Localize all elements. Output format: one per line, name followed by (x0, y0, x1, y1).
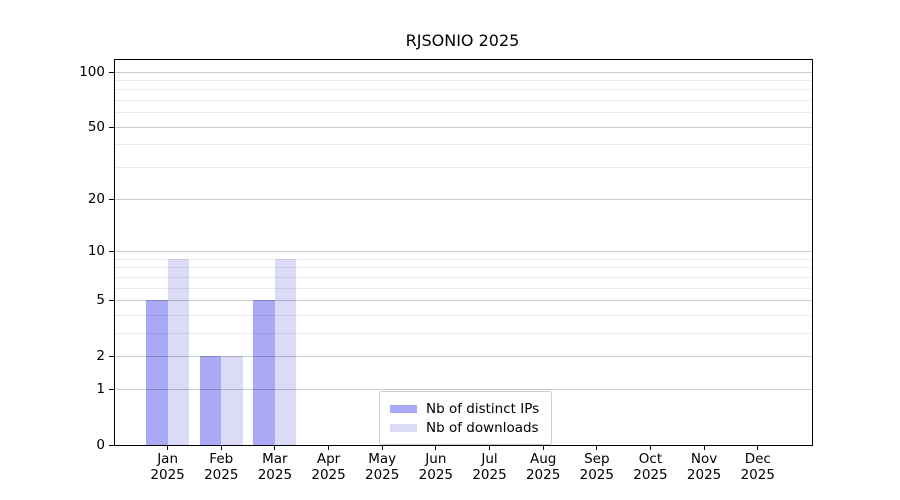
y-tick-mark-100 (109, 71, 115, 73)
x-tick-month: Jan (157, 451, 178, 467)
x-tick-month: Jul (481, 451, 498, 467)
x-tick-label-may: May 2025 (352, 451, 412, 483)
y-tick-label-5: 5 (96, 291, 105, 308)
x-tick-label-feb: Feb 2025 (191, 451, 251, 483)
legend-swatch-downloads (390, 423, 417, 432)
x-tick-mark-aug (542, 445, 544, 450)
x-tick-month: Aug (529, 451, 557, 467)
x-tick-label-nov: Nov 2025 (674, 451, 734, 483)
x-tick-label-jul: Jul 2025 (460, 451, 520, 483)
legend: Nb of distinct IPs Nb of downloads (379, 391, 553, 445)
x-tick-mark-jan (167, 445, 169, 450)
x-tick-mark-apr (328, 445, 330, 450)
y-tick-mark-1 (109, 388, 115, 390)
x-tick-month: Dec (744, 451, 771, 467)
legend-label-downloads: Nb of downloads (426, 419, 539, 436)
y-tick-label-1: 1 (96, 380, 105, 397)
x-tick-year: 2025 (740, 467, 775, 483)
x-tick-year: 2025 (418, 467, 454, 483)
bar-layer (115, 60, 812, 445)
x-tick-year: 2025 (472, 467, 507, 483)
x-tick-label-jan: Jan 2025 (138, 451, 198, 483)
legend-item-downloads: Nb of downloads (390, 418, 539, 437)
bar-feb-downloads (221, 356, 243, 445)
x-tick-month: Mar (262, 451, 288, 467)
x-tick-label-sep: Sep 2025 (567, 451, 627, 483)
y-tick-mark-50 (109, 126, 115, 128)
x-tick-mark-oct (649, 445, 651, 450)
x-tick-label-aug: Aug 2025 (513, 451, 573, 483)
x-tick-mark-may (381, 445, 383, 450)
x-tick-label-dec: Dec 2025 (728, 451, 788, 483)
plot-area: Nb of distinct IPs Nb of downloads 0 1 2 5 1… (79, 59, 813, 483)
bar-mar-distinct-ips (253, 300, 275, 445)
y-tick-label-2: 2 (96, 348, 105, 365)
y-tick-label-50: 50 (87, 118, 105, 135)
y-tick-mark-20 (109, 198, 115, 200)
x-tick-month: May (368, 451, 397, 467)
x-tick-mark-dec (757, 445, 759, 450)
legend-label-distinct-ips: Nb of distinct IPs (426, 400, 540, 417)
y-tick-mark-2 (109, 356, 115, 358)
chart-title: RJSONIO 2025 (405, 31, 520, 50)
x-tick-month: Apr (316, 451, 341, 467)
bar-mar-downloads (274, 258, 297, 445)
x-tick-mark-jun (435, 445, 437, 450)
legend-swatch-distinct-ips (390, 404, 417, 413)
x-tick-year: 2025 (365, 467, 400, 483)
y-tick-mark-5 (109, 299, 115, 301)
x-tick-mark-mar (274, 445, 276, 450)
x-tick-year: 2025 (257, 467, 293, 483)
y-tick-label-0: 0 (96, 437, 105, 453)
x-tick-month: Feb (209, 451, 234, 467)
x-tick-mark-jul (489, 445, 490, 450)
x-tick-label-oct: Oct 2025 (620, 451, 680, 483)
x-tick-month: Nov (690, 451, 718, 467)
x-tick-mark-feb (220, 445, 222, 450)
x-tick-mark-sep (596, 445, 598, 450)
x-tick-year: 2025 (579, 467, 614, 483)
y-tick-mark-0 (109, 445, 115, 446)
x-tick-year: 2025 (686, 467, 722, 483)
x-tick-label-jun: Jun 2025 (406, 451, 466, 483)
x-tick-year: 2025 (204, 467, 239, 483)
y-tick-mark-10 (109, 250, 115, 252)
x-tick-year: 2025 (311, 467, 346, 483)
x-tick-month: Oct (638, 451, 663, 467)
legend-item-distinct-ips: Nb of distinct IPs (390, 399, 539, 418)
x-tick-year: 2025 (633, 467, 668, 483)
x-tick-month: Sep (584, 451, 610, 467)
y-tick-label-10: 10 (87, 242, 105, 259)
x-tick-mark-nov (703, 445, 705, 450)
y-tick-label-20: 20 (87, 190, 105, 207)
bar-jan-downloads (167, 258, 190, 445)
x-tick-label-mar: Mar 2025 (245, 451, 305, 483)
x-tick-year: 2025 (525, 467, 561, 483)
x-tick-label-apr: Apr 2025 (299, 451, 359, 483)
y-tick-label-100: 100 (79, 63, 105, 80)
bar-feb-distinct-ips (199, 356, 222, 445)
x-tick-month: Jun (425, 451, 447, 467)
bar-jan-distinct-ips (146, 300, 168, 445)
x-tick-year: 2025 (150, 467, 185, 483)
